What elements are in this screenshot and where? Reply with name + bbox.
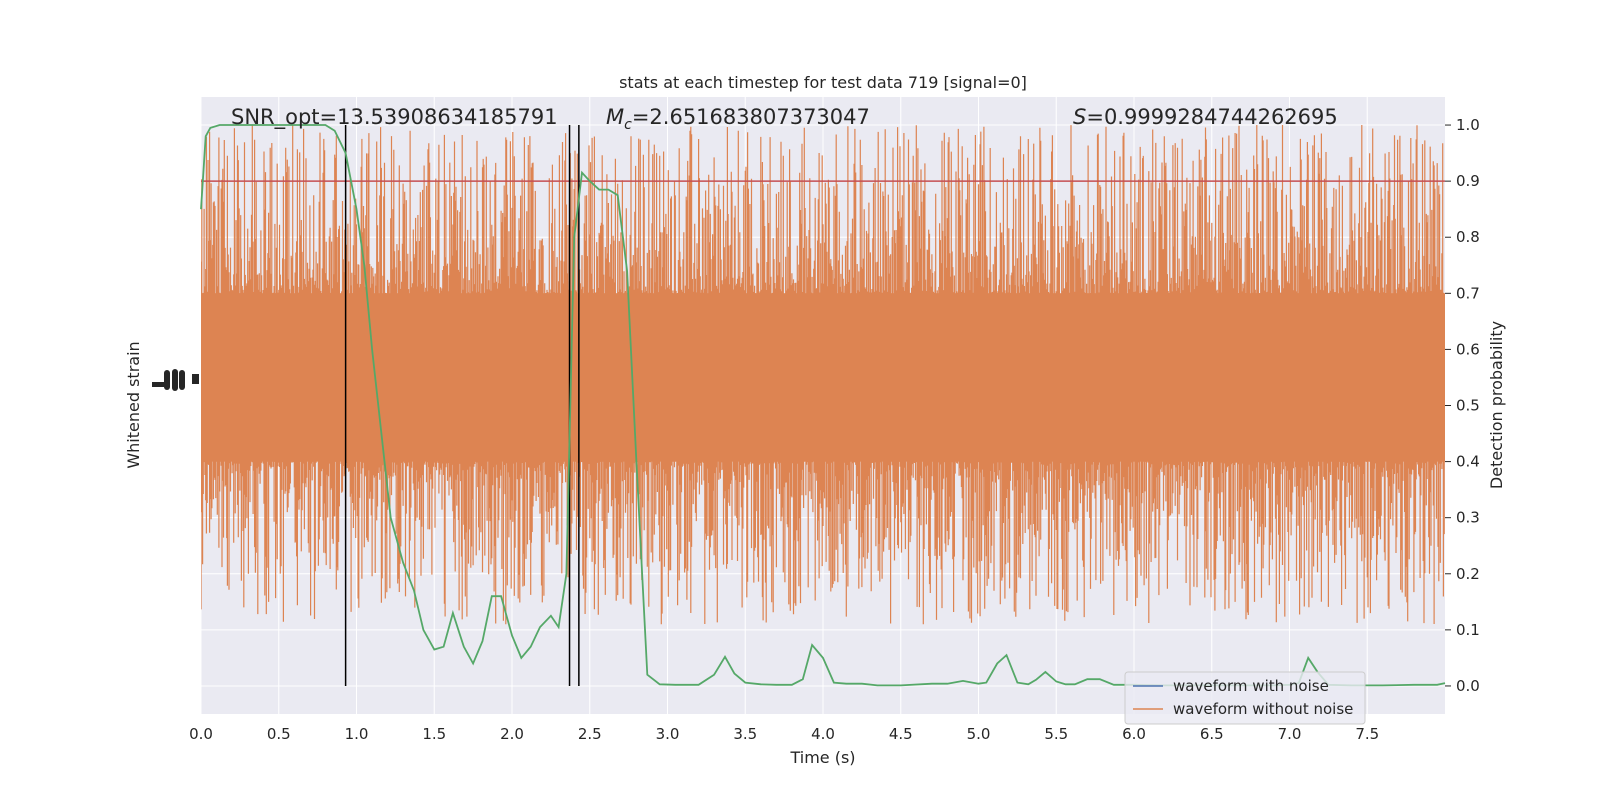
chart-title: stats at each timestep for test data 719…	[619, 73, 1027, 92]
y-tick-label-7: 0.7	[1456, 284, 1480, 302]
y-tick-label-9: 0.9	[1456, 172, 1480, 190]
statistic-value: =0.9999284744262695	[1086, 105, 1337, 129]
statistic-annotation: S=0.9999284744262695	[1073, 105, 1338, 129]
statistic-symbol: S	[1073, 105, 1086, 129]
x-tick-label-6: 3.0	[656, 725, 680, 743]
x-tick-label-8: 4.0	[811, 725, 835, 743]
y-tick-label-5: 0.5	[1456, 397, 1480, 415]
legend: waveform with noise waveform without noi…	[1124, 671, 1366, 725]
y-axis-left-label: Whitened strain	[124, 341, 143, 468]
y-tick-label-4: 0.4	[1456, 453, 1480, 471]
x-axis-label: Time (s)	[789, 748, 855, 767]
x-tick-label-13: 6.5	[1200, 725, 1224, 743]
x-tick-label-10: 5.0	[967, 725, 991, 743]
detection-probability-layer	[200, 124, 1446, 687]
y-tick-label-8: 0.8	[1456, 228, 1480, 246]
x-tick-label-5: 2.5	[578, 725, 602, 743]
y-tick-label-1: 0.1	[1456, 621, 1480, 639]
y-tick-label-3: 0.3	[1456, 509, 1480, 527]
x-tick-label-3: 1.5	[422, 725, 446, 743]
x-tick-label-2: 1.0	[345, 725, 369, 743]
x-tick-label-15: 7.5	[1355, 725, 1379, 743]
snr-annotation: SNR_opt=13.53908634185791	[231, 105, 558, 130]
legend-box	[1124, 671, 1366, 725]
chirp-mass-value: =2.651683807373047	[632, 105, 870, 129]
y-tick-label-10: 1.0	[1456, 116, 1480, 134]
chirp-mass-subscript: c	[624, 117, 632, 133]
chirp-mass-symbol: M	[606, 105, 624, 129]
x-tick-label-9: 4.5	[889, 725, 913, 743]
left-axis-overlapping-ticks	[152, 369, 199, 391]
x-tick-label-14: 7.0	[1278, 725, 1302, 743]
x-tick-label-4: 2.0	[500, 725, 524, 743]
detection-probability-line	[200, 124, 1446, 687]
x-tick-label-11: 5.5	[1044, 725, 1068, 743]
y-axis-right-label: Detection probability	[1487, 321, 1506, 489]
waveform-without-noise-line	[201, 125, 1445, 625]
waveform-without-noise-spikes	[201, 125, 1445, 625]
x-tick-label-1: 0.5	[267, 725, 291, 743]
chirp-mass-annotation: Mc=2.651683807373047	[606, 105, 870, 133]
legend-label-waveform-with-noise: waveform with noise	[1173, 677, 1329, 695]
legend-label-waveform-without-noise: waveform without noise	[1173, 700, 1353, 718]
x-axis-ticks: 0.0 0.5 1.0 1.5 2.0 2.5 3.0 3.5 4.0 4.5 5.0 5.5 6.0 6…	[189, 725, 1379, 743]
y-tick-label-2: 0.2	[1456, 565, 1480, 583]
y-axis-right-ticks: 0.0 0.1 0.2 0.3 0.4 0.5 0.6 0.7 0.8 0.9 1.0	[1445, 116, 1480, 695]
x-tick-label-12: 6.0	[1122, 725, 1146, 743]
x-tick-label-0: 0.0	[189, 725, 213, 743]
x-tick-label-7: 3.5	[733, 725, 757, 743]
y-tick-label-0: 0.0	[1456, 677, 1480, 695]
y-tick-label-6: 0.6	[1456, 340, 1480, 358]
